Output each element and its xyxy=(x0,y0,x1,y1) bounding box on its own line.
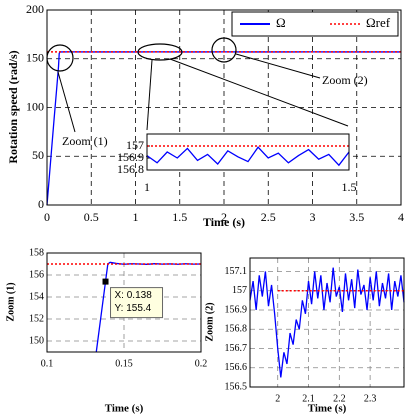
x-tick-label: 3 xyxy=(310,210,316,224)
plot-frame xyxy=(46,252,202,353)
y-tick-label: 157.1 xyxy=(225,266,248,277)
x-tick-label: 2.3 xyxy=(364,393,377,404)
annotation: Zoom (2) xyxy=(322,73,368,87)
series-line xyxy=(249,267,405,378)
y-tick-label: 156.6 xyxy=(225,362,248,373)
y-tick-label: 150 xyxy=(29,335,44,346)
zoom-circle xyxy=(211,37,237,63)
arrow xyxy=(146,59,153,131)
x-tick-label: 1.5 xyxy=(172,210,187,224)
datatip-label: X: 0.138 xyxy=(115,290,153,301)
plot-frame xyxy=(249,257,405,388)
x-axis-label: Time (s) xyxy=(105,403,144,415)
y-tick-label: 156.8 xyxy=(117,162,144,176)
x-tick-label: 4 xyxy=(398,210,404,224)
x-tick-label: 2.5 xyxy=(261,210,276,224)
x-tick-label: 2 xyxy=(275,393,280,404)
y-tick-label: 0 xyxy=(38,197,44,211)
x-tick-label: 0.15 xyxy=(115,358,133,369)
x-tick-label: 1 xyxy=(133,210,139,224)
datatip-box xyxy=(110,287,164,319)
x-tick-label: 2.2 xyxy=(333,393,346,404)
plot-frame xyxy=(146,133,350,171)
plot-frame xyxy=(46,9,402,206)
y-tick-label: 158 xyxy=(29,247,44,258)
arrow xyxy=(57,71,76,133)
y-axis-label: Rotation speed (rad/s) xyxy=(6,50,20,163)
y-tick-label: 157 xyxy=(126,138,144,152)
y-tick-label: 50 xyxy=(32,148,44,162)
y-axis-label: Zoom (2) xyxy=(204,302,215,341)
y-tick-label: 156.8 xyxy=(225,324,248,335)
datatip-marker xyxy=(102,278,109,285)
annotation: Zoom (1) xyxy=(62,134,108,148)
x-tick-label: 0.5 xyxy=(84,210,99,224)
zoom-circle xyxy=(46,44,74,72)
y-tick-label: 152 xyxy=(29,313,44,324)
x-tick-label: 2.1 xyxy=(302,393,315,404)
x-tick-label: 3.5 xyxy=(349,210,364,224)
y-tick-label: 157 xyxy=(232,285,247,296)
zoom-ellipse xyxy=(137,43,183,61)
x-tick-label: 0.1 xyxy=(41,358,54,369)
y-tick-label: 154 xyxy=(29,291,44,302)
series-line xyxy=(146,146,350,167)
x-tick-label: 2 xyxy=(221,210,227,224)
y-tick-label: 156.5 xyxy=(225,381,248,392)
y-tick-label: 200 xyxy=(26,2,44,16)
arrow xyxy=(235,53,321,79)
y-tick-label: 150 xyxy=(26,51,44,65)
y-tick-label: 156.9 xyxy=(225,304,248,315)
x-axis-label: Time (s) xyxy=(203,215,245,229)
x-axis-label: Time (s) xyxy=(308,403,347,415)
x-tick-label: 1.5 xyxy=(342,180,357,194)
y-tick-label: 100 xyxy=(26,99,44,113)
legend-label: Ω xyxy=(276,15,286,30)
y-tick-label: 156.9 xyxy=(117,150,144,164)
x-tick-label: 1 xyxy=(144,180,150,194)
x-tick-label: 0 xyxy=(44,210,50,224)
x-tick-label: 0.2 xyxy=(195,358,208,369)
plot-area xyxy=(147,134,349,170)
datatip-label: Y: 155.4 xyxy=(115,303,152,314)
y-axis-label: Zoom (1) xyxy=(5,282,16,321)
arrow xyxy=(169,58,349,127)
y-tick-label: 156.7 xyxy=(225,343,248,354)
y-tick-label: 156 xyxy=(29,269,44,280)
legend-label: Ωref xyxy=(366,15,391,30)
